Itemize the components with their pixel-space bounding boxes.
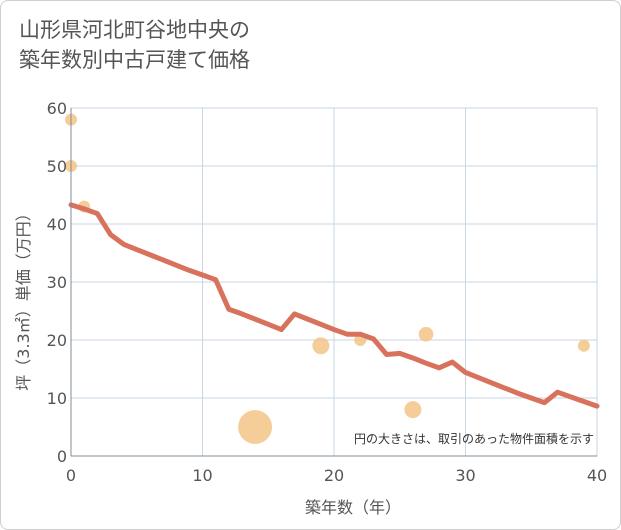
size-annotation: 円の大きさは、取引のあった物件面積を示す <box>354 431 594 446</box>
trend-line <box>68 202 600 409</box>
bubble-series <box>65 113 590 444</box>
chart-title-line-1: 山形県河北町谷地中央の <box>19 18 250 42</box>
axes <box>70 108 597 457</box>
chart-title-line-2: 築年数別中古戸建て価格 <box>19 48 250 72</box>
x-tick-label: 20 <box>324 466 344 485</box>
trend-line-series <box>68 202 600 409</box>
chart-title: 山形県河北町谷地中央の 築年数別中古戸建て価格 <box>19 15 250 75</box>
y-tick-label: 0 <box>57 447 67 466</box>
x-tick-label: 30 <box>455 466 475 485</box>
y-axis-label: 坪（3.3㎡）単価（万円） <box>14 205 33 390</box>
y-tick-label: 40 <box>47 215 67 234</box>
bubble-point <box>418 326 434 342</box>
x-tick-label: 10 <box>192 466 212 485</box>
y-tick-label: 30 <box>47 273 67 292</box>
x-tick-label: 40 <box>587 466 607 485</box>
y-tick-label: 50 <box>47 157 67 176</box>
bubble-point <box>577 339 590 352</box>
y-tick-label: 60 <box>47 99 67 118</box>
bubble-point <box>404 401 422 419</box>
x-axis-label: 築年数（年） <box>305 498 401 517</box>
tick-labels: 0 10 20 30 40 0 10 20 30 40 50 60 <box>47 99 608 485</box>
bubble-point <box>238 410 273 444</box>
y-tick-label: 10 <box>47 389 67 408</box>
x-tick-label: 0 <box>66 466 76 485</box>
bubble-point <box>312 337 330 355</box>
gridlines <box>70 107 598 457</box>
y-tick-label: 20 <box>47 331 67 350</box>
